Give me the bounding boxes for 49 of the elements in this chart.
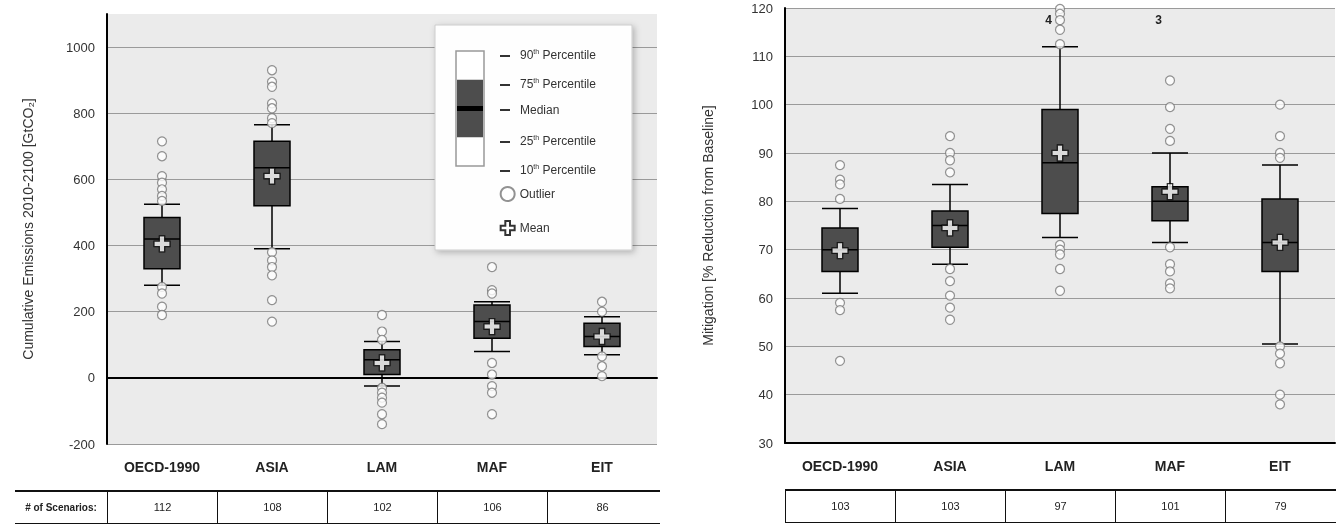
annotation: 4 [1045, 13, 1053, 27]
y-tick-label: 200 [73, 304, 95, 320]
annotation: 90$^{th}$ Percentile [500, 45, 596, 62]
x-tick-label: EIT [591, 459, 614, 475]
text: 79 [1225, 491, 1335, 522]
x-tick-label: OECD-1990 [801, 458, 879, 474]
text: 101 [1115, 491, 1225, 522]
x-tick-label: LAM [366, 459, 398, 475]
y-axis-title: Cumulative Emissions 2010-2100 [GtCO₂] [20, 98, 36, 360]
text: 97 [1005, 491, 1115, 522]
x-tick-label: MAF [1154, 458, 1186, 474]
y-tick-label: 800 [73, 105, 95, 121]
y-tick-label: 400 [73, 238, 95, 254]
text: 103 [785, 491, 895, 522]
text: 112 [107, 492, 217, 523]
annotation: 10$^{th}$ Percentile [500, 160, 596, 177]
y-tick-label: 90 [758, 145, 773, 161]
y-tick-label: 0 [87, 370, 95, 386]
y-axis-title: Mitigation [% Reduction from Baseline] [700, 105, 716, 346]
annotation: 75$^{th}$ Percentile [500, 73, 596, 91]
y-tick-label: 70 [758, 242, 773, 258]
text: 102 [327, 492, 437, 523]
x-tick-label: EIT [1269, 458, 1292, 474]
y-tick-label: 120 [751, 0, 773, 16]
text: 108 [217, 492, 327, 523]
y-tick-label: 110 [752, 48, 773, 64]
text: 103 [895, 491, 1005, 522]
x-tick-label: ASIA [933, 458, 967, 474]
y-tick-label: -200 [68, 436, 95, 452]
y-tick-label: 600 [73, 171, 95, 187]
x-tick-label: MAF [476, 459, 508, 475]
y-tick-label: 100 [751, 97, 773, 113]
y-tick-label: 30 [758, 435, 773, 451]
text: 106 [437, 492, 547, 523]
y-tick-label: 40 [758, 387, 773, 403]
x-tick-label: LAM [1044, 458, 1076, 474]
y-tick-label: 60 [758, 290, 773, 306]
legend-label: Mean [519, 221, 550, 235]
legend-label: Outlier [519, 187, 555, 201]
text: # of Scenarios: [24, 501, 98, 515]
x-tick-label: ASIA [255, 459, 289, 475]
annotation: Median [500, 102, 560, 117]
annotation: 3 [1155, 13, 1163, 27]
y-tick-label: 50 [758, 338, 773, 354]
y-tick-label: 1000 [66, 39, 95, 55]
y-tick-label: 80 [758, 193, 773, 209]
annotation: 25$^{th}$ Percentile [500, 131, 596, 149]
x-tick-label: OECD-1990 [123, 459, 201, 475]
text: 86 [547, 492, 657, 523]
